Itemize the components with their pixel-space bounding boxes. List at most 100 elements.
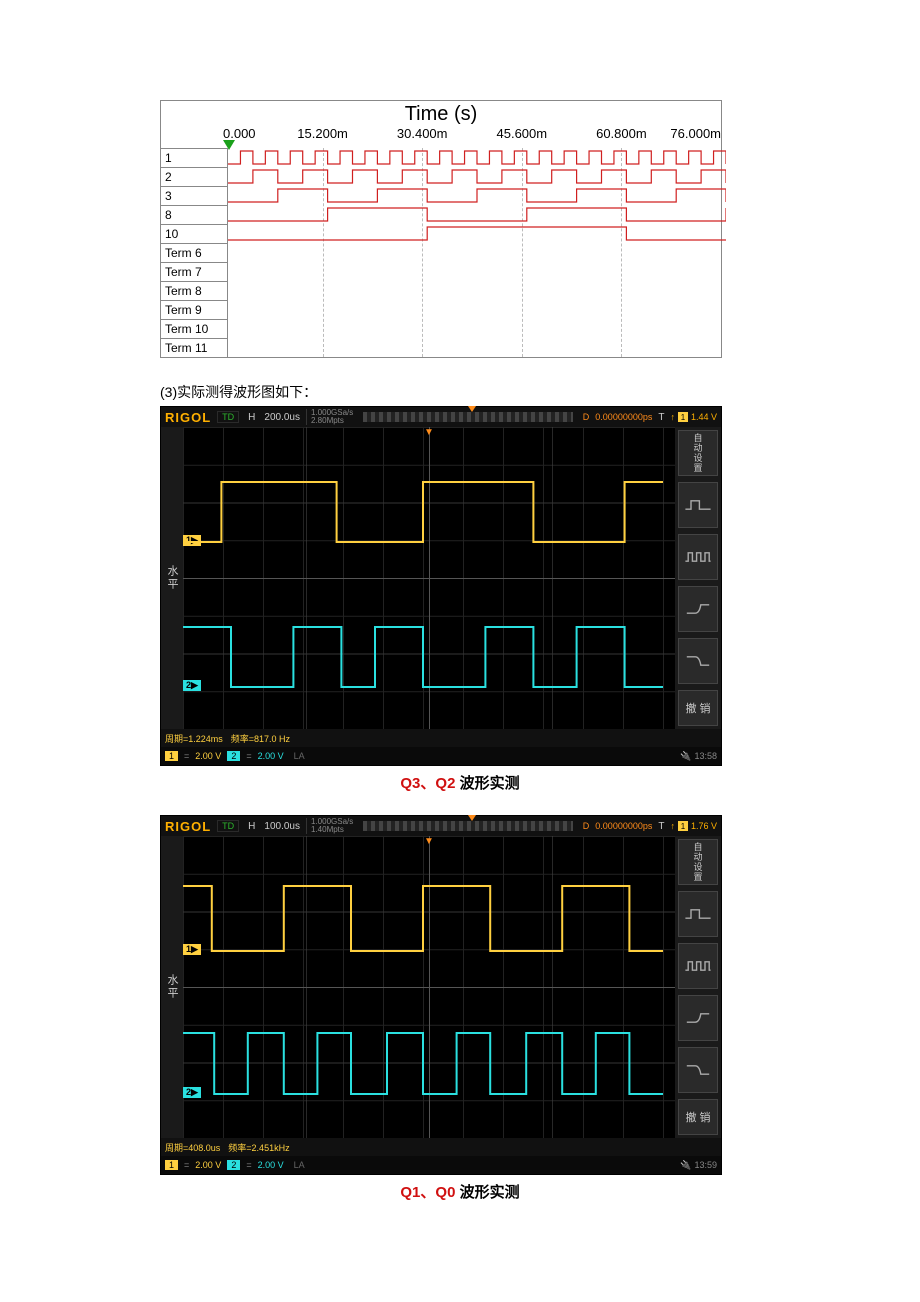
timing-row-label: 2: [161, 167, 228, 186]
scope-delay-value: 0.00000000ps: [595, 821, 652, 831]
timing-row: Term 6: [161, 243, 721, 262]
timing-row-label: 3: [161, 186, 228, 205]
wave-preset-single-button[interactable]: [678, 482, 718, 528]
timing-row: Term 9: [161, 300, 721, 319]
ch1-pill[interactable]: 1: [165, 1160, 178, 1170]
scope-timebase: 200.0us: [264, 412, 300, 423]
scope-waveforms: [183, 427, 663, 729]
timing-row-wave: [228, 319, 721, 338]
timing-row: 8: [161, 205, 721, 224]
timing-row-wave: [228, 148, 721, 167]
wave-preset-fall-button[interactable]: [678, 1047, 718, 1093]
scope-memory-bar: [363, 412, 573, 422]
ch2-scale: 2.00 V: [258, 1160, 284, 1170]
timing-row-label: Term 10: [161, 319, 228, 338]
ch2-coupling: =: [246, 1160, 251, 1170]
ch1-coupling: =: [184, 751, 189, 761]
scope-sample-rate: 1.000GSa/s2.80Mpts: [306, 409, 353, 425]
ch1-scale: 2.00 V: [195, 751, 221, 761]
timing-row-wave: [228, 167, 721, 186]
scope-td-badge: TD: [217, 411, 239, 423]
timing-row-label: Term 9: [161, 300, 228, 319]
timing-row-label: Term 11: [161, 338, 228, 357]
section-text: (3)实际测得波形图如下：: [160, 382, 760, 402]
scope-brand: RIGOL: [165, 410, 211, 425]
scope-trigger-info: ↑11.76 V: [670, 821, 717, 831]
timing-row-label: 1: [161, 148, 228, 167]
scope-delay-label: D: [583, 821, 590, 831]
scope-memory-bar: [363, 821, 573, 831]
ch2-pill[interactable]: 2: [227, 751, 240, 761]
scope-h-label: H: [245, 412, 258, 423]
scope-topbar: RIGOL TD H 200.0us 1.000GSa/s2.80Mpts D …: [161, 407, 721, 427]
scope-right-panel: 自动设置 撤 销: [675, 836, 721, 1138]
ch2-coupling: =: [246, 751, 251, 761]
scope-la-label: LA: [294, 1160, 305, 1170]
scope-left-panel: 水平: [161, 427, 183, 729]
scope-trigger-label: T: [658, 412, 664, 423]
caption-1-red: Q3、Q2: [400, 775, 455, 792]
ch1-scale: 2.00 V: [195, 1160, 221, 1170]
wave-preset-multi-button[interactable]: [678, 534, 718, 580]
timing-row: 10: [161, 224, 721, 243]
scope-trigger-label: T: [658, 821, 664, 832]
timing-row-wave: [228, 205, 721, 224]
scope-topbar: RIGOL TD H 100.0us 1.000GSa/s1.40Mpts D …: [161, 816, 721, 836]
scope-period: 周期=1.224ms: [165, 732, 223, 745]
timing-row: Term 11: [161, 338, 721, 357]
undo-button[interactable]: 撤 销: [678, 1099, 718, 1135]
scope-clock: 🔌13:59: [680, 1160, 717, 1171]
oscilloscope: RIGOL TD H 200.0us 1.000GSa/s2.80Mpts D …: [160, 406, 722, 766]
timing-row: Term 8: [161, 281, 721, 300]
caption-1-black: 波形实测: [455, 775, 519, 792]
ch1-pill[interactable]: 1: [165, 751, 178, 761]
scope-footer: 1 = 2.00 V 2 = 2.00 V LA 🔌13:58: [161, 747, 721, 765]
scope-measure-bar: 周期=1.224ms 频率=817.0 Hz: [161, 729, 721, 747]
wave-preset-rise-button[interactable]: [678, 586, 718, 632]
timing-row-wave: [228, 186, 721, 205]
scope-h-label: H: [245, 821, 258, 832]
scope-clock: 🔌13:58: [680, 751, 717, 762]
ch2-scale: 2.00 V: [258, 751, 284, 761]
wave-preset-rise-button[interactable]: [678, 995, 718, 1041]
timing-row-label: Term 6: [161, 243, 228, 262]
timing-row-label: 10: [161, 224, 228, 243]
caption-2: Q1、Q0 波形实测: [160, 1181, 760, 1202]
timing-row-wave: [228, 262, 721, 281]
timing-axis: 0.00015.200m30.400m45.600m60.800m76.000m: [161, 126, 721, 148]
caption-2-black: 波形实测: [455, 1184, 519, 1201]
scope-waveforms: [183, 836, 663, 1138]
timing-diagram: Time (s) 0.00015.200m30.400m45.600m60.80…: [160, 100, 722, 358]
timing-row-wave: [228, 338, 721, 357]
wave-preset-multi-button[interactable]: [678, 943, 718, 989]
autoset-button[interactable]: 自动设置: [678, 839, 718, 885]
timing-title: Time (s): [161, 101, 721, 126]
scope-left-panel: 水平: [161, 836, 183, 1138]
caption-2-red: Q1、Q0: [400, 1184, 455, 1201]
timing-axis-label: 45.600m: [497, 126, 548, 141]
timing-row: 2: [161, 167, 721, 186]
undo-button[interactable]: 撤 销: [678, 690, 718, 726]
timing-row-label: Term 8: [161, 281, 228, 300]
timing-row: 3: [161, 186, 721, 205]
timing-axis-label: 76.000m: [670, 126, 721, 141]
scope-horizontal-label: 水平: [164, 565, 180, 591]
timing-axis-label: 15.200m: [297, 126, 348, 141]
timing-cursor-marker: [223, 140, 235, 150]
autoset-button[interactable]: 自动设置: [678, 430, 718, 476]
ch2-pill[interactable]: 2: [227, 1160, 240, 1170]
scope-right-panel: 自动设置 撤 销: [675, 427, 721, 729]
timing-axis-label: 30.400m: [397, 126, 448, 141]
timing-row: Term 10: [161, 319, 721, 338]
oscilloscope: RIGOL TD H 100.0us 1.000GSa/s1.40Mpts D …: [160, 815, 722, 1175]
timing-row: 1: [161, 148, 721, 167]
scope-la-label: LA: [294, 751, 305, 761]
wave-preset-fall-button[interactable]: [678, 638, 718, 684]
scope-td-badge: TD: [217, 820, 239, 832]
scope-sample-rate: 1.000GSa/s1.40Mpts: [306, 818, 353, 834]
wave-preset-single-button[interactable]: [678, 891, 718, 937]
scope-frequency: 频率=817.0 Hz: [231, 732, 290, 745]
scope-timebase: 100.0us: [264, 821, 300, 832]
ch1-coupling: =: [184, 1160, 189, 1170]
timing-row-wave: [228, 281, 721, 300]
